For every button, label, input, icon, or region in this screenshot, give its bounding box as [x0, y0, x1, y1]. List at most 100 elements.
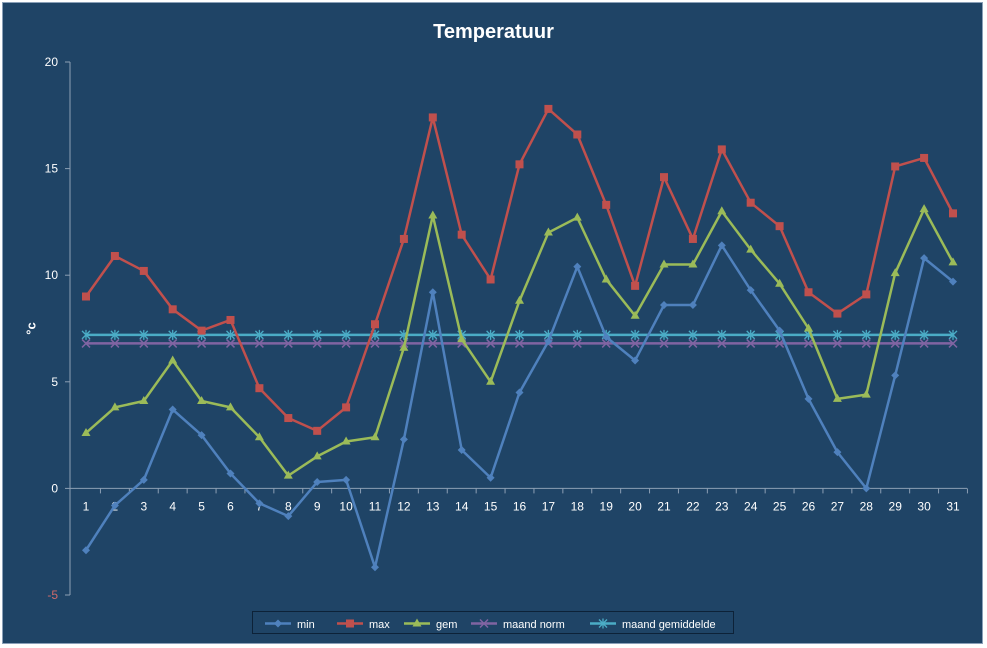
data-point-max: [746, 198, 755, 207]
data-point-maand-gemiddelde: [226, 329, 235, 340]
x-tick-label: 28: [860, 499, 874, 513]
data-point-min: [833, 448, 842, 457]
data-point-min: [82, 546, 90, 555]
series-line-min: [84, 244, 954, 569]
series-max: [82, 104, 957, 435]
data-point-gem: [659, 259, 669, 268]
data-point-maand-gemiddelde: [688, 329, 698, 340]
data-point-gem: [890, 268, 900, 277]
legend-marker-maand-gemiddelde: [598, 618, 608, 629]
data-point-max: [949, 209, 957, 218]
x-tick-label: 14: [455, 499, 469, 513]
data-point-maand-norm: [919, 338, 929, 348]
data-point-max: [631, 281, 640, 290]
data-point-min: [139, 475, 148, 484]
data-point-max: [544, 104, 553, 113]
x-tick-label: 24: [744, 499, 758, 513]
data-point-gem: [572, 212, 582, 221]
data-point-min: [891, 371, 900, 380]
data-point-min: [544, 337, 553, 346]
data-point-min: [255, 499, 264, 508]
data-point-maand-norm: [832, 338, 842, 348]
data-point-maand-norm: [890, 338, 900, 348]
data-point-min: [920, 254, 929, 263]
data-point-maand-norm: [486, 338, 496, 348]
data-point-max: [428, 113, 437, 122]
legend-label-gem: gem: [436, 619, 457, 631]
x-tick-label: 3: [140, 499, 147, 513]
data-point-gem: [370, 432, 380, 441]
data-point-max: [688, 234, 697, 243]
data-point-maand-norm: [225, 338, 236, 348]
data-point-max: [255, 384, 264, 393]
data-point-maand-norm: [717, 338, 727, 348]
x-tick-label: 13: [426, 499, 440, 513]
data-point-maand-norm: [659, 338, 669, 348]
data-point-maand-gemiddelde: [861, 329, 871, 340]
x-tick-label: 25: [773, 499, 787, 513]
data-point-maand-norm: [370, 338, 380, 348]
data-point-gem: [948, 257, 958, 266]
data-point-maand-norm: [341, 338, 351, 348]
data-point-max: [82, 292, 90, 301]
data-point-min: [717, 241, 726, 250]
y-tick-label: 5: [51, 375, 58, 389]
data-point-max: [573, 130, 582, 139]
data-point-maand-gemiddelde: [948, 329, 958, 340]
x-tick-label: 23: [715, 499, 729, 513]
legend-marker-max: [346, 619, 354, 628]
data-point-maand-norm: [861, 338, 871, 348]
data-point-min: [284, 512, 293, 521]
data-point-gem: [832, 393, 842, 402]
data-point-max: [862, 290, 871, 299]
data-point-min: [197, 431, 206, 440]
data-point-gem: [226, 402, 235, 411]
x-tick-label: 4: [169, 499, 176, 513]
data-point-maand-gemiddelde: [832, 329, 842, 340]
data-point-gem: [630, 310, 640, 319]
legend-entries: min max gem maand norm maand gemiddelde: [265, 618, 716, 631]
x-tick-label: 21: [657, 499, 671, 513]
data-point-maand-norm: [197, 338, 207, 348]
series-line-max: [84, 107, 955, 433]
data-point-min: [457, 446, 466, 455]
x-tick-label: 11: [369, 499, 382, 513]
data-point-maand-norm: [312, 338, 322, 348]
x-tick-label: 20: [628, 499, 642, 513]
data-point-min: [486, 473, 495, 482]
legend-marker-min: [274, 619, 282, 628]
data-point-maand-norm: [688, 338, 698, 348]
y-tick-label: 10: [45, 268, 59, 282]
data-point-min: [110, 501, 119, 510]
data-point-gem: [486, 376, 496, 385]
data-point-maand-norm: [81, 338, 91, 348]
data-point-maand-gemiddelde: [919, 329, 929, 340]
x-tick-label: 17: [542, 499, 556, 513]
data-point-maand-norm: [110, 338, 120, 348]
data-point-max: [717, 145, 726, 154]
data-point-max: [168, 305, 177, 314]
data-point-max: [110, 252, 119, 261]
x-tick-label: 15: [484, 499, 498, 513]
data-point-max: [371, 320, 379, 329]
x-tick-label: 1: [83, 499, 90, 513]
data-point-gem: [110, 402, 120, 411]
data-point-max: [139, 266, 148, 275]
data-point-min: [168, 405, 177, 414]
data-point-maand-gemiddelde: [110, 329, 120, 340]
data-point-gem: [283, 470, 293, 479]
legend-marker-gem: [412, 618, 422, 627]
x-tick-label: 10: [339, 499, 353, 513]
x-tick-label: 26: [802, 499, 816, 513]
data-point-gem: [919, 204, 929, 213]
data-point-gem: [197, 395, 207, 404]
series-maand-gemiddelde: [81, 329, 958, 340]
data-point-min: [660, 301, 668, 310]
data-point-min: [342, 475, 351, 484]
x-tick-label: 18: [571, 499, 585, 513]
data-point-max: [313, 426, 322, 435]
data-point-maand-norm: [572, 338, 582, 348]
data-point-max: [602, 200, 611, 209]
data-point-min: [399, 435, 408, 444]
data-point-min: [746, 286, 755, 295]
